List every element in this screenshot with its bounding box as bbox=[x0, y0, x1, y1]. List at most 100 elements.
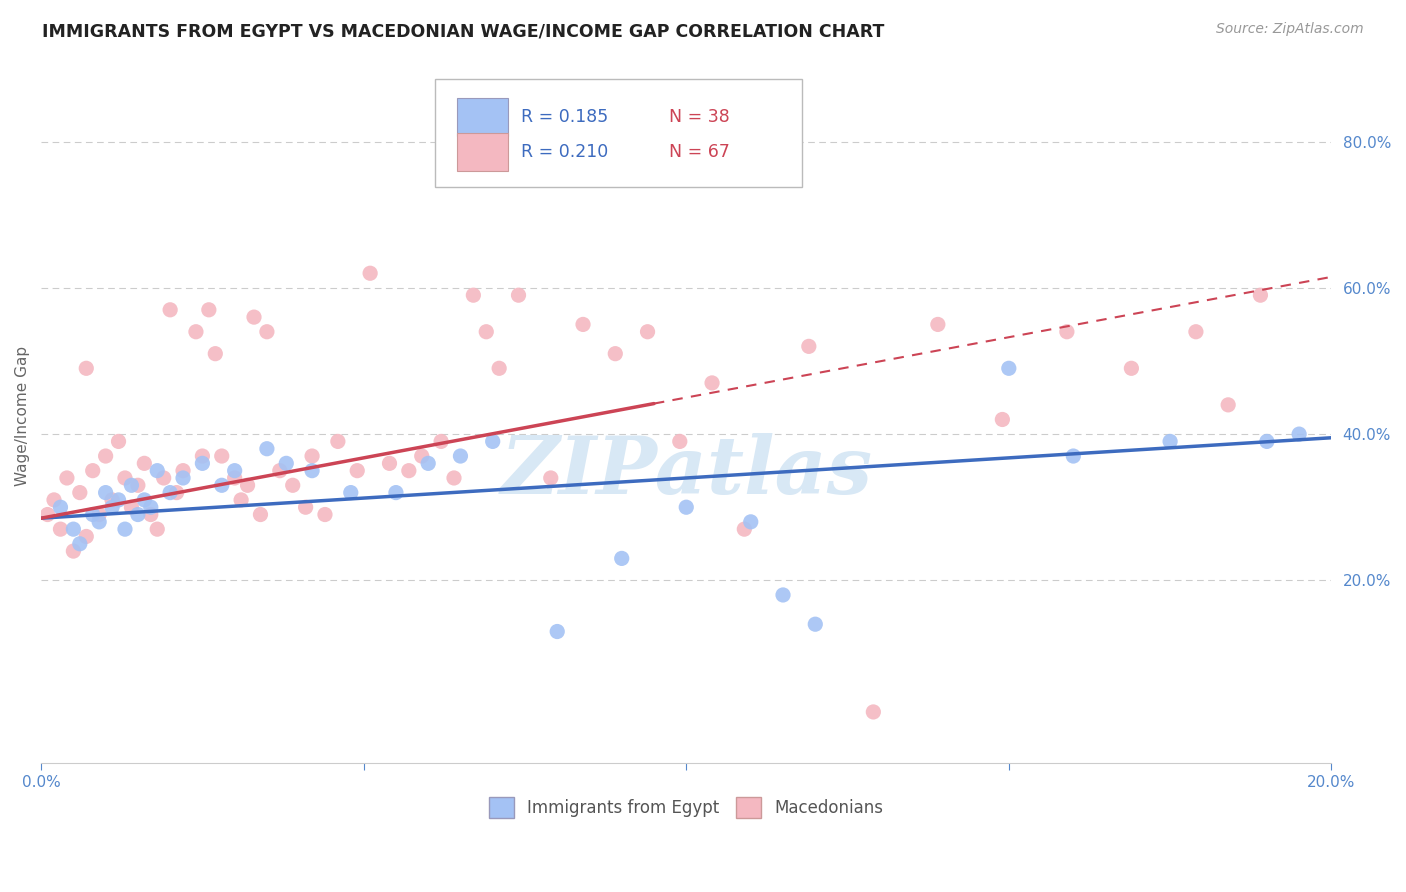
Point bbox=[326, 434, 349, 449]
Point bbox=[120, 500, 142, 515]
Point bbox=[385, 485, 408, 500]
Point bbox=[740, 515, 762, 529]
Point bbox=[339, 485, 361, 500]
Point bbox=[82, 464, 104, 478]
Point bbox=[69, 537, 91, 551]
Point bbox=[804, 617, 827, 632]
Point bbox=[797, 339, 820, 353]
Point bbox=[481, 434, 503, 449]
Point bbox=[107, 492, 129, 507]
Point bbox=[249, 508, 271, 522]
Point bbox=[204, 346, 226, 360]
Point bbox=[101, 492, 124, 507]
Point bbox=[89, 515, 111, 529]
Point bbox=[114, 471, 136, 485]
Point bbox=[127, 508, 149, 522]
Point bbox=[224, 464, 246, 478]
Point bbox=[94, 485, 117, 500]
Point bbox=[294, 500, 316, 515]
Point bbox=[610, 551, 633, 566]
Point bbox=[346, 464, 368, 478]
Point bbox=[42, 492, 65, 507]
Point bbox=[120, 478, 142, 492]
Text: Source: ZipAtlas.com: Source: ZipAtlas.com bbox=[1216, 22, 1364, 37]
Text: N = 38: N = 38 bbox=[669, 108, 730, 126]
Point bbox=[56, 471, 79, 485]
Point bbox=[75, 529, 97, 543]
Point bbox=[378, 456, 401, 470]
Point bbox=[540, 471, 562, 485]
Point bbox=[159, 485, 181, 500]
Point bbox=[1256, 434, 1278, 449]
Point bbox=[301, 464, 323, 478]
FancyBboxPatch shape bbox=[457, 98, 508, 136]
Point bbox=[927, 318, 949, 332]
Point bbox=[198, 302, 221, 317]
Point bbox=[191, 449, 214, 463]
Text: R = 0.210: R = 0.210 bbox=[522, 143, 609, 161]
Point bbox=[134, 492, 156, 507]
Text: IMMIGRANTS FROM EGYPT VS MACEDONIAN WAGE/INCOME GAP CORRELATION CHART: IMMIGRANTS FROM EGYPT VS MACEDONIAN WAGE… bbox=[42, 22, 884, 40]
Point bbox=[276, 456, 298, 470]
Point bbox=[191, 456, 214, 470]
Point bbox=[127, 478, 149, 492]
Point bbox=[488, 361, 510, 376]
Point bbox=[449, 449, 471, 463]
Point bbox=[443, 471, 465, 485]
Point bbox=[700, 376, 723, 390]
Point bbox=[107, 434, 129, 449]
Point bbox=[211, 449, 233, 463]
Point bbox=[1185, 325, 1208, 339]
Point bbox=[637, 325, 659, 339]
Point bbox=[49, 500, 72, 515]
Point bbox=[772, 588, 794, 602]
Point bbox=[62, 522, 84, 536]
Point bbox=[37, 508, 59, 522]
FancyBboxPatch shape bbox=[457, 133, 508, 171]
Point bbox=[572, 318, 595, 332]
Point bbox=[1062, 449, 1084, 463]
Point bbox=[114, 522, 136, 536]
Point bbox=[146, 464, 169, 478]
Point bbox=[314, 508, 336, 522]
FancyBboxPatch shape bbox=[434, 78, 803, 186]
Point bbox=[430, 434, 453, 449]
Point bbox=[269, 464, 291, 478]
Point bbox=[94, 449, 117, 463]
Text: ZIPatlas: ZIPatlas bbox=[501, 433, 872, 510]
Point bbox=[243, 310, 266, 325]
Point bbox=[172, 471, 194, 485]
Point bbox=[463, 288, 485, 302]
Point bbox=[281, 478, 304, 492]
Point bbox=[211, 478, 233, 492]
Point bbox=[159, 302, 181, 317]
Point bbox=[1056, 325, 1078, 339]
Point bbox=[256, 442, 278, 456]
Point bbox=[256, 325, 278, 339]
Point bbox=[359, 266, 381, 280]
Point bbox=[101, 500, 124, 515]
Y-axis label: Wage/Income Gap: Wage/Income Gap bbox=[15, 346, 30, 486]
Point bbox=[418, 456, 440, 470]
Point bbox=[1249, 288, 1271, 302]
Point bbox=[998, 361, 1021, 376]
Legend: Immigrants from Egypt, Macedonians: Immigrants from Egypt, Macedonians bbox=[482, 790, 890, 824]
Point bbox=[139, 508, 162, 522]
Point bbox=[508, 288, 530, 302]
Point bbox=[236, 478, 259, 492]
Text: R = 0.185: R = 0.185 bbox=[522, 108, 609, 126]
Point bbox=[1288, 427, 1310, 442]
Point bbox=[49, 522, 72, 536]
Point bbox=[411, 449, 433, 463]
Point bbox=[139, 500, 162, 515]
Point bbox=[82, 508, 104, 522]
Point bbox=[229, 492, 252, 507]
Point bbox=[172, 464, 194, 478]
Point bbox=[1159, 434, 1181, 449]
Point bbox=[675, 500, 697, 515]
Point bbox=[546, 624, 568, 639]
Point bbox=[134, 456, 156, 470]
Point bbox=[668, 434, 690, 449]
Point bbox=[733, 522, 755, 536]
Point bbox=[475, 325, 498, 339]
